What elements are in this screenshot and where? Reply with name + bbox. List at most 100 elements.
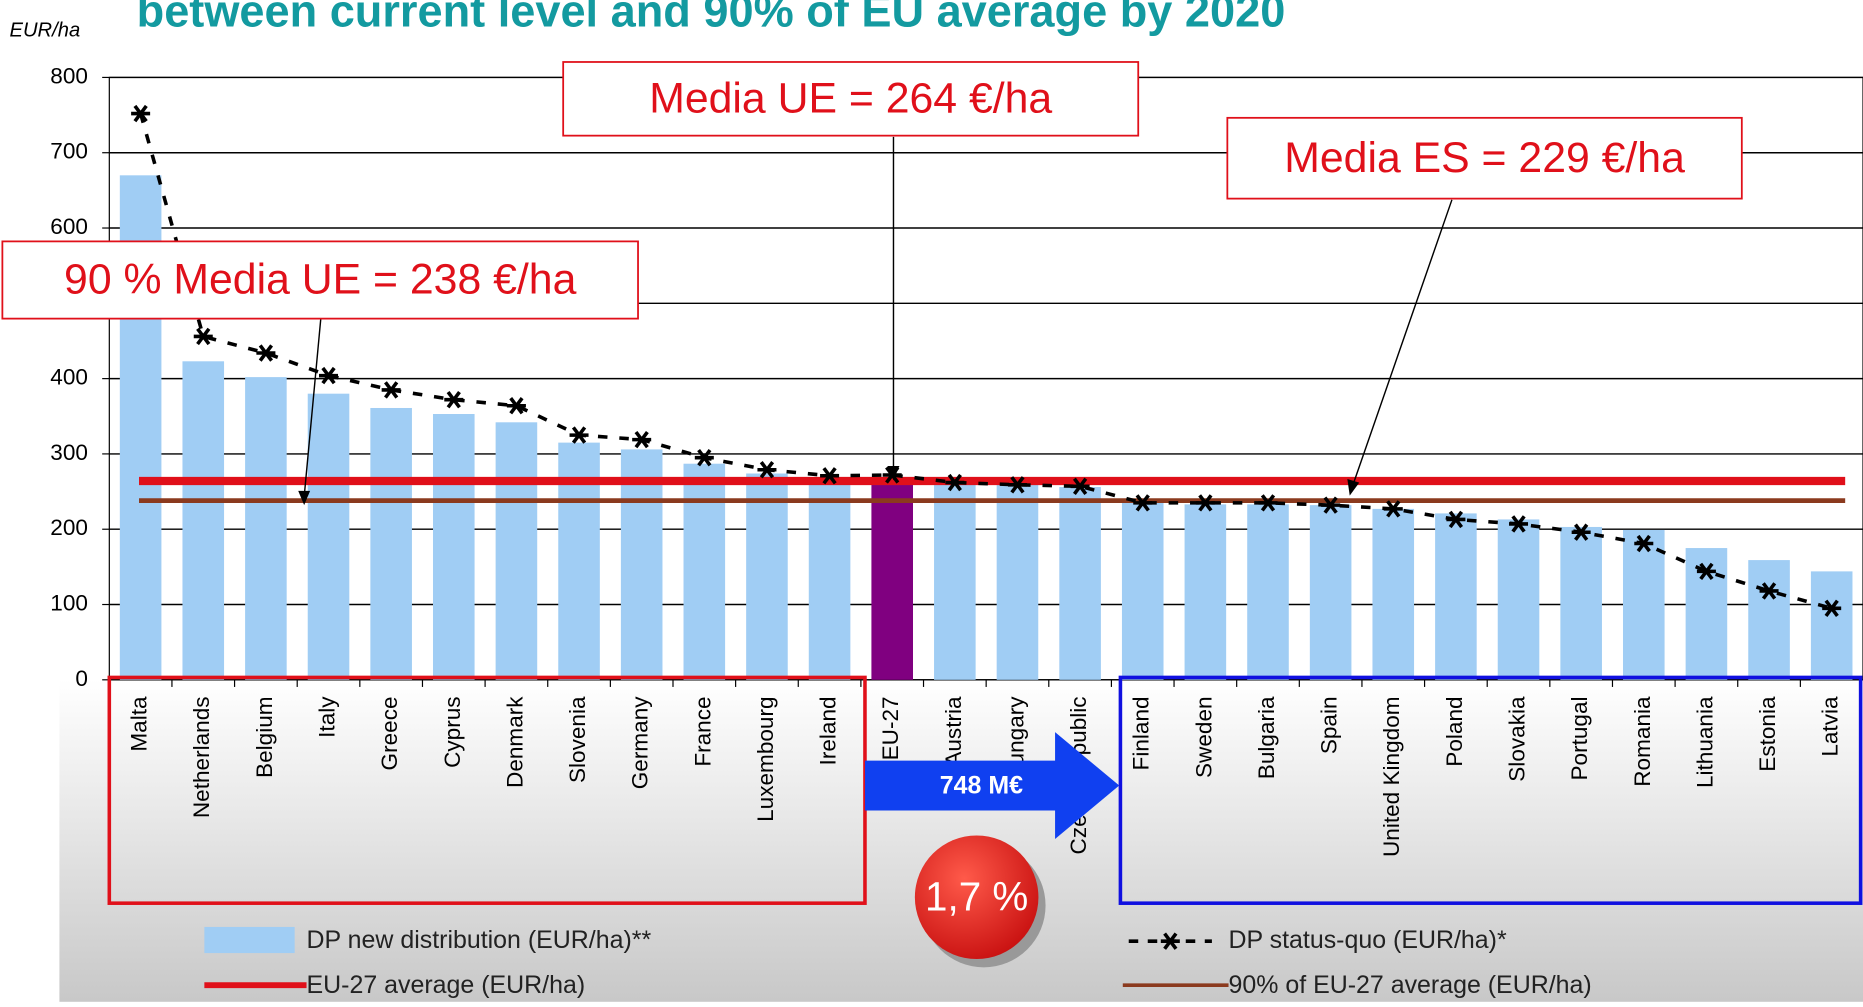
status-quo-marker	[945, 473, 965, 492]
y-tick-label: 600	[50, 214, 88, 239]
status-quo-marker	[131, 104, 151, 123]
status-quo-marker	[1195, 494, 1215, 512]
status-quo-marker	[1759, 582, 1779, 600]
legend-label: 90% of EU-27 average (EUR/ha)	[1229, 971, 1592, 999]
x-tick-label: Netherlands	[189, 696, 214, 818]
bar	[1121, 502, 1164, 680]
bar	[1685, 548, 1728, 680]
status-quo-marker	[1258, 494, 1278, 512]
x-tick-label: Portugal	[1567, 696, 1592, 780]
status-quo-marker	[193, 327, 213, 346]
x-tick-label: Poland	[1442, 696, 1467, 766]
bar	[495, 422, 538, 680]
status-quo-marker	[1007, 476, 1027, 494]
bar	[996, 482, 1039, 680]
status-quo-marker	[1133, 494, 1153, 512]
x-tick-label: EU-27	[878, 696, 903, 760]
y-tick-label: 700	[50, 139, 88, 164]
legend-swatch	[204, 926, 295, 954]
bar	[1247, 504, 1289, 680]
bar	[871, 480, 913, 680]
bar	[1184, 504, 1227, 680]
status-quo-marker	[569, 426, 589, 444]
bar	[1435, 513, 1477, 680]
status-quo-marker	[444, 391, 464, 409]
y-tick-label: 800	[50, 63, 88, 88]
x-tick-label: Italy	[314, 696, 339, 738]
x-tick-label: Spain	[1317, 696, 1342, 754]
status-quo-line	[138, 113, 1833, 610]
x-tick-label: Latvia	[1818, 696, 1843, 757]
status-quo-marker	[820, 467, 840, 485]
legend-swatch	[1160, 932, 1180, 950]
annotation: 748 M€	[940, 771, 1023, 799]
x-tick-label: Denmark	[502, 696, 527, 788]
status-quo-marker	[381, 381, 401, 399]
chart-title: between current level and 90% of EU aver…	[137, 0, 1286, 36]
status-quo-marker	[632, 430, 652, 449]
y-tick-label: 100	[50, 590, 88, 615]
bar	[432, 414, 475, 680]
x-tick-label: Finland	[1129, 696, 1154, 770]
badge	[914, 835, 1039, 960]
x-tick-label: Austria	[941, 696, 966, 767]
bar	[620, 449, 663, 680]
x-tick-label: Estonia	[1755, 696, 1780, 772]
bar	[1622, 529, 1665, 680]
annotation: 90 % Media UE = 238 €/ha	[64, 256, 577, 304]
bar	[370, 407, 412, 680]
annotation: Media ES = 229 €/ha	[1284, 134, 1685, 182]
legend-label: DP status-quo (EUR/ha)*	[1229, 926, 1507, 954]
bar	[808, 478, 851, 680]
x-tick-label: Sweden	[1191, 696, 1216, 778]
status-quo-marker	[1446, 510, 1466, 529]
bar	[1810, 571, 1853, 680]
status-quo-marker	[694, 449, 714, 467]
annotation: 1,7 %	[925, 873, 1028, 919]
status-quo-marker	[256, 344, 276, 362]
bar	[1748, 560, 1790, 680]
legend-label: EU-27 average (EUR/ha)	[307, 971, 586, 999]
bar	[1372, 508, 1415, 680]
x-tick-label: Malta	[127, 696, 152, 752]
y-axis-label: EUR/ha	[10, 19, 81, 41]
transfer-arrow	[864, 732, 1120, 840]
status-quo-marker	[1321, 496, 1341, 514]
x-tick-label: Lithuania	[1692, 696, 1717, 788]
bar	[1497, 519, 1540, 680]
status-quo-marker	[757, 461, 777, 479]
x-tick-label: Romania	[1630, 696, 1655, 787]
status-quo-marker	[1509, 515, 1529, 533]
x-tick-label: United Kingdom	[1379, 696, 1404, 857]
blue-group-box	[1118, 675, 1863, 905]
status-quo-marker	[506, 397, 526, 415]
bar	[1309, 505, 1352, 680]
bar	[746, 473, 788, 680]
x-tick-label: France	[690, 696, 715, 766]
annotation-box	[562, 61, 1140, 137]
x-tick-label: Bulgaria	[1254, 696, 1279, 779]
bar	[182, 361, 225, 680]
bar	[245, 377, 287, 680]
status-quo-marker	[319, 366, 339, 385]
status-quo-marker	[1696, 562, 1716, 581]
x-tick-label: Ireland	[816, 696, 841, 765]
status-quo-marker	[1383, 500, 1403, 518]
pointer-head	[1347, 479, 1360, 496]
y-tick-label: 300	[50, 440, 88, 465]
pointer	[1351, 199, 1453, 488]
x-tick-label: Germany	[628, 696, 653, 790]
pointer-head	[887, 465, 900, 481]
x-tick-label: Belgium	[252, 696, 277, 778]
legend-label: DP new distribution (EUR/ha)**	[307, 926, 652, 954]
bar	[683, 463, 726, 680]
bar	[1560, 526, 1602, 680]
status-quo-marker	[1634, 534, 1654, 553]
annotation-box	[1226, 116, 1743, 200]
status-quo-marker	[1822, 599, 1842, 617]
bar	[307, 393, 350, 680]
x-tick-label: Greece	[377, 696, 402, 770]
bar	[1059, 487, 1101, 680]
